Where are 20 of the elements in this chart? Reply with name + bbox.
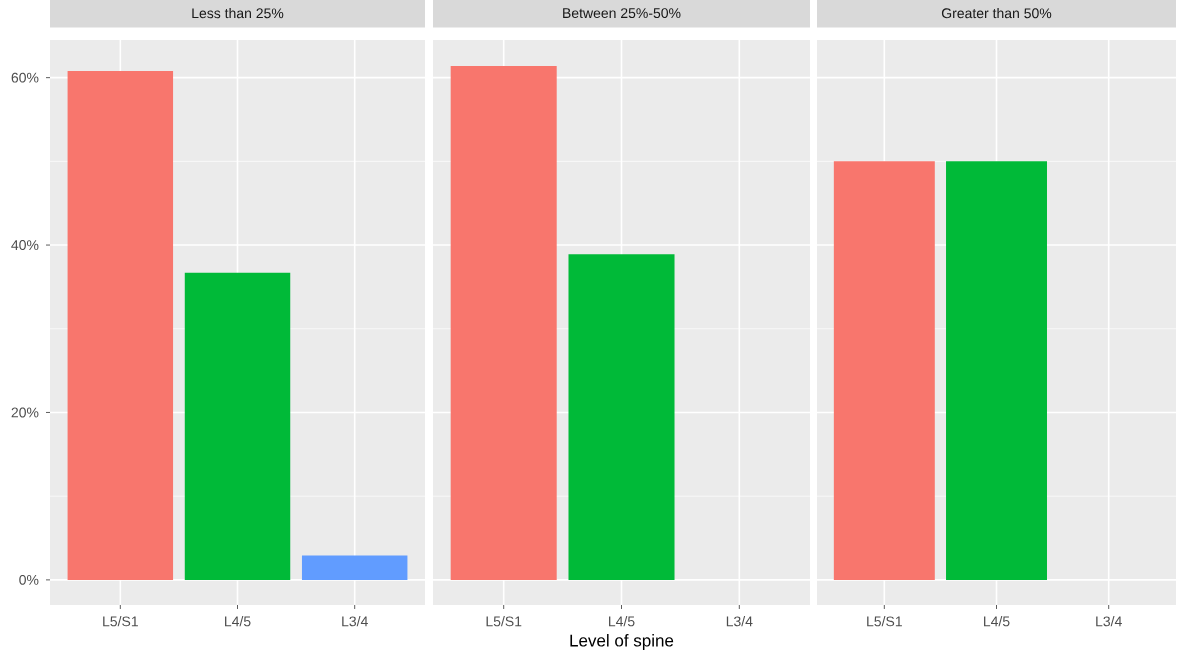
x-tick-label: L5/S1 — [867, 616, 902, 627]
x-tick-label: L3/4 — [342, 616, 368, 627]
x-tick-label: L5/S1 — [486, 616, 522, 627]
x-tick-label: L5/S1 — [103, 616, 138, 627]
x-tick-label: L4/5 — [609, 616, 635, 627]
x-axis-title: Level of spine — [570, 634, 674, 650]
x-tick-label: L3/4 — [726, 616, 753, 627]
bar — [184, 272, 291, 580]
x-tick-label: L4/5 — [984, 616, 1010, 627]
chart-title: Between 25%-50% — [563, 8, 681, 19]
x-tick-label: L3/4 — [1096, 616, 1122, 627]
y-tick-label: 0% — [19, 574, 39, 585]
bar — [301, 555, 408, 580]
y-tick-label: 40% — [11, 240, 39, 251]
bar — [67, 70, 174, 580]
chart-title: Greater than 50% — [941, 7, 1052, 19]
x-tick-label: L4/5 — [225, 616, 251, 627]
y-tick-label: 20% — [11, 407, 39, 418]
chart-title: Less than 25% — [192, 7, 284, 19]
y-tick-label: 60% — [11, 72, 39, 83]
